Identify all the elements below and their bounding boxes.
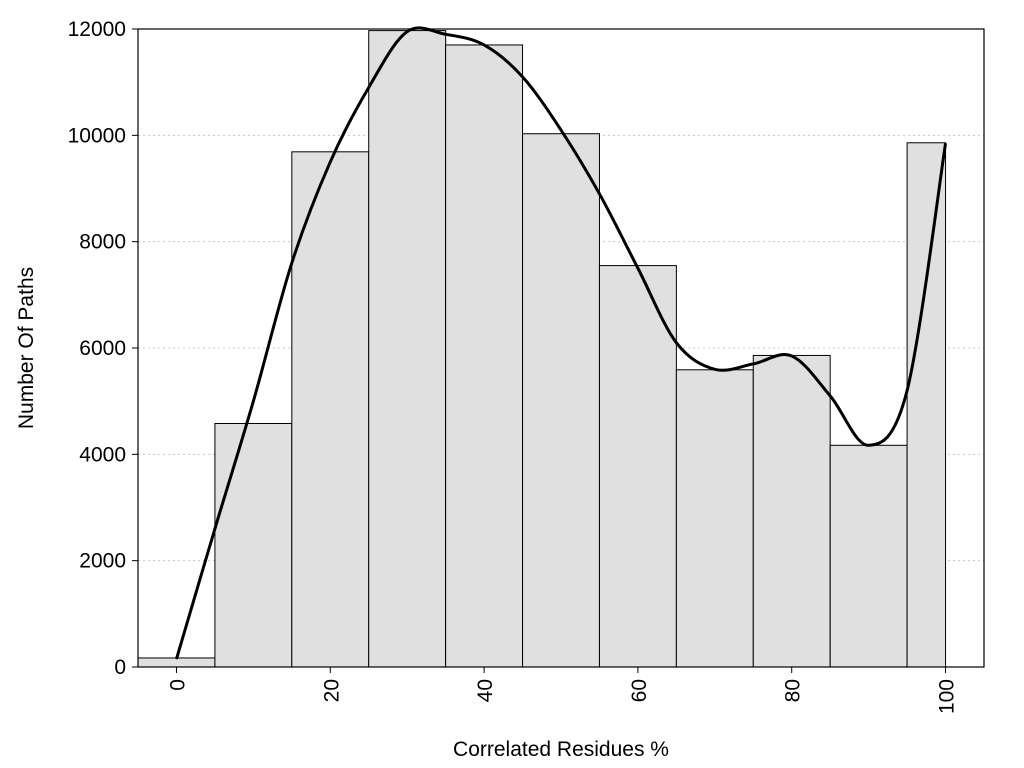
x-tick-label: 80 [782, 679, 805, 702]
y-tick-label: 10000 [68, 124, 126, 147]
smooth-line-layer [175, 26, 948, 660]
y-tick-label: 6000 [79, 337, 126, 360]
y-axis-ticks: 0 2000 4000 6000 8000 10000 12000 [68, 18, 138, 679]
histogram-bar [445, 44, 524, 668]
bars [137, 30, 947, 668]
histogram-bar [214, 422, 293, 668]
histogram-bar [368, 30, 447, 668]
x-axis-ticks: 0 20 40 60 80 100 [166, 667, 959, 714]
x-tick-label: 20 [320, 679, 343, 702]
x-axis-label: Correlated Residues % [453, 738, 669, 761]
histogram-bar [291, 151, 370, 668]
x-tick-label: 60 [628, 679, 651, 702]
x-tick-label: 40 [474, 679, 497, 702]
smooth-density-line [175, 26, 948, 660]
y-axis-label: Number Of Paths [15, 267, 38, 429]
y-tick-label: 4000 [79, 443, 126, 466]
histogram-bar [752, 354, 831, 668]
histogram-bar [829, 444, 908, 668]
x-tick-label: 0 [166, 679, 189, 691]
y-tick-label: 8000 [79, 231, 126, 254]
x-tick-label: 100 [936, 679, 959, 714]
y-tick-label: 2000 [79, 550, 126, 573]
histogram-bar [906, 142, 947, 668]
y-tick-label: 0 [114, 656, 126, 679]
histogram-bar [675, 369, 754, 668]
histogram-bar [137, 657, 216, 668]
y-tick-label: 12000 [68, 18, 126, 41]
histogram-bar [522, 133, 600, 668]
